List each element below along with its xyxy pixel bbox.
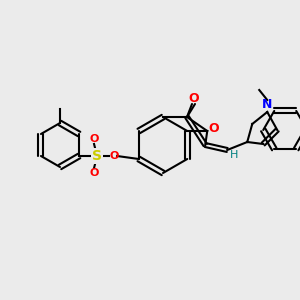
Text: S: S [92, 149, 102, 163]
Text: O: O [208, 122, 219, 136]
Text: O: O [89, 168, 99, 178]
Text: O: O [189, 92, 199, 104]
Text: N: N [262, 98, 272, 112]
Text: O: O [89, 134, 99, 144]
Text: H: H [230, 150, 238, 160]
Text: S: S [93, 149, 102, 163]
Text: O: O [110, 151, 119, 161]
